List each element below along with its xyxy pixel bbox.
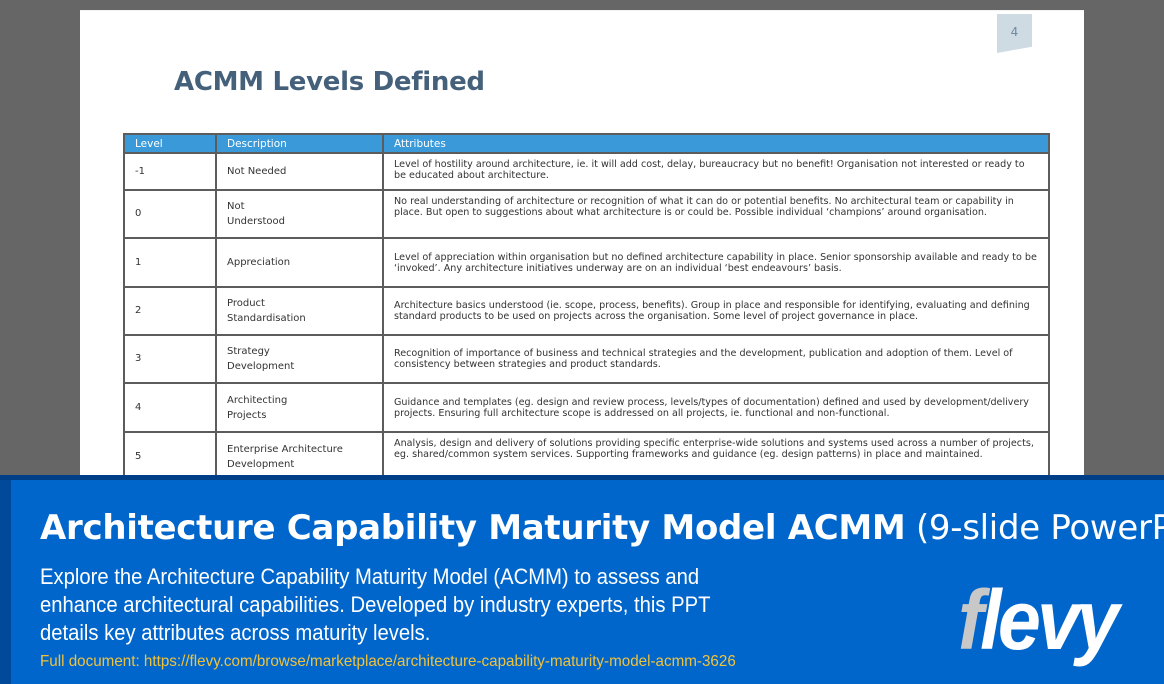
description-cell: Product Standardisation <box>215 286 384 336</box>
attributes-cell: Guidance and templates (eg. design and r… <box>382 382 1050 433</box>
description-cell: Architecting Projects <box>215 382 384 433</box>
attributes-cell: Analysis, design and delivery of solutio… <box>382 431 1050 482</box>
banner-edge-accent <box>0 480 11 684</box>
level-cell: 1 <box>123 237 217 288</box>
level-cell: 4 <box>123 382 217 433</box>
description-cell: Strategy Development <box>215 334 384 384</box>
banner-title-main: Architecture Capability Maturity Model A… <box>40 508 906 548</box>
promo-banner: Architecture Capability Maturity Model A… <box>0 475 1164 684</box>
header-level: Level <box>123 133 217 154</box>
header-description: Description <box>215 133 384 154</box>
table-row: 2 Product Standardisation Architecture b… <box>123 286 1050 336</box>
attributes-cell: Level of hostility around architecture, … <box>382 152 1050 191</box>
slide-title: ACMM Levels Defined <box>174 67 485 97</box>
banner-description: Explore the Architecture Capability Matu… <box>40 564 711 645</box>
level-cell: 3 <box>123 334 217 384</box>
logo-letter-f: f <box>958 573 984 667</box>
header-attributes: Attributes <box>382 133 1050 154</box>
attributes-cell: Level of appreciation within organisatio… <box>382 237 1050 288</box>
description-cell: Appreciation <box>215 237 384 288</box>
level-cell: 0 <box>123 189 217 239</box>
page-number-tag: 4 <box>997 14 1032 53</box>
description-cell: Enterprise Architecture Development <box>215 431 384 482</box>
slide-page: 4 ACMM Levels Defined Level Description … <box>80 10 1084 482</box>
table-header-row: Level Description Attributes <box>123 133 1050 154</box>
table-row: 3 Strategy Development Recognition of im… <box>123 334 1050 384</box>
table-row: 0 Not Understood No real understanding o… <box>123 189 1050 239</box>
table-row: 1 Appreciation Level of appreciation wit… <box>123 237 1050 288</box>
banner-title: Architecture Capability Maturity Model A… <box>40 508 1164 548</box>
table-row: -1 Not Needed Level of hostility around … <box>123 152 1050 191</box>
table-row: 4 Architecting Projects Guidance and tem… <box>123 382 1050 433</box>
banner-title-suffix: (9-slide PowerPoint) <box>915 508 1164 548</box>
acmm-levels-table: Level Description Attributes -1 Not Need… <box>123 133 1050 482</box>
level-cell: -1 <box>123 152 217 191</box>
description-cell: Not Understood <box>215 189 384 239</box>
attributes-cell: Architecture basics understood (ie. scop… <box>382 286 1050 336</box>
attributes-cell: No real understanding of architecture or… <box>382 189 1050 239</box>
flevy-logo[interactable]: flevy <box>958 578 1119 662</box>
logo-letters-levy: levy <box>980 573 1119 667</box>
table-row: 5 Enterprise Architecture Development An… <box>123 431 1050 482</box>
level-cell: 5 <box>123 431 217 482</box>
description-cell: Not Needed <box>215 152 384 191</box>
attributes-cell: Recognition of importance of business an… <box>382 334 1050 384</box>
full-document-link[interactable]: Full document: https://flevy.com/browse/… <box>40 653 736 670</box>
level-cell: 2 <box>123 286 217 336</box>
